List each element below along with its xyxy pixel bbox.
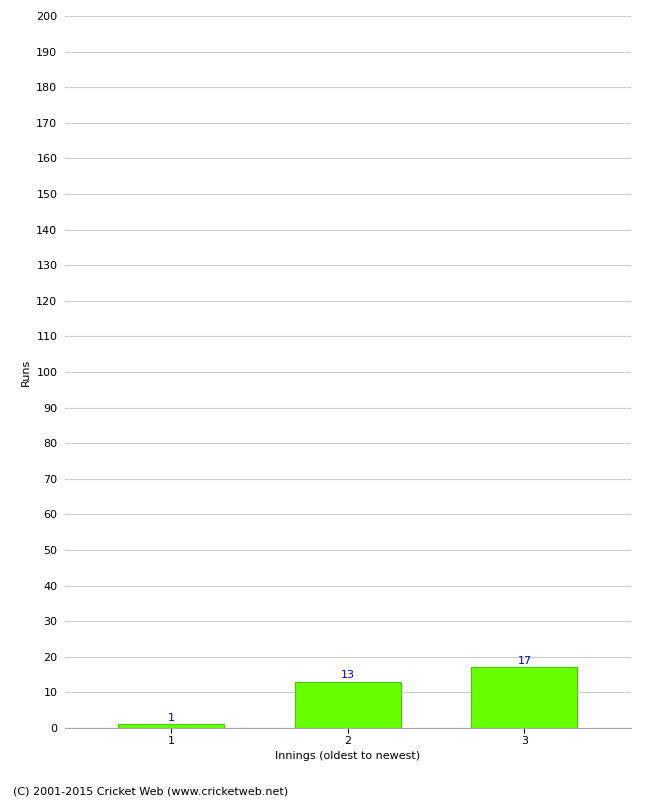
Text: 17: 17 — [517, 656, 532, 666]
Y-axis label: Runs: Runs — [21, 358, 31, 386]
Text: 13: 13 — [341, 670, 355, 680]
Text: (C) 2001-2015 Cricket Web (www.cricketweb.net): (C) 2001-2015 Cricket Web (www.cricketwe… — [13, 786, 288, 796]
Text: 1: 1 — [168, 713, 175, 722]
Bar — [294, 682, 401, 728]
Bar — [118, 725, 224, 728]
X-axis label: Innings (oldest to newest): Innings (oldest to newest) — [275, 751, 421, 761]
Bar — [471, 667, 577, 728]
